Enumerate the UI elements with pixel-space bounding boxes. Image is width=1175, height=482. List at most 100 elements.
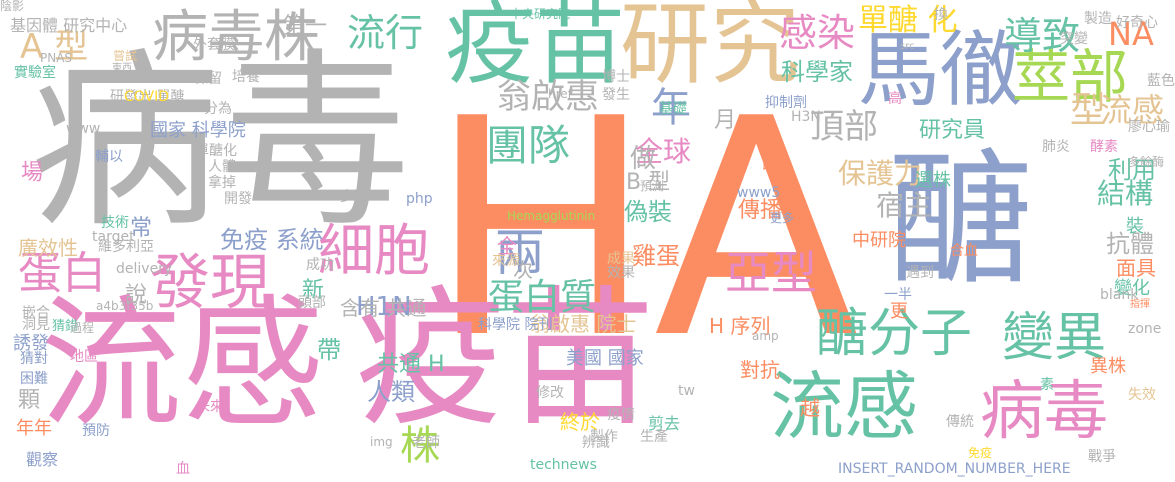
- cloud-word: 常: [130, 216, 153, 241]
- cloud-word: 雞蛋: [632, 242, 680, 270]
- cloud-word: 中研院: [852, 230, 906, 251]
- cloud-word: 株: [400, 423, 440, 469]
- cloud-word: 好奇心: [1116, 15, 1158, 31]
- cloud-word: 傳播: [738, 198, 783, 223]
- cloud-word: 研發出 單醣: [110, 89, 185, 105]
- cloud-word: 抗體: [1106, 230, 1154, 258]
- cloud-word: H 序列: [709, 314, 771, 338]
- cloud-word: 觀察: [26, 450, 59, 469]
- cloud-word: 蛋白: [18, 248, 106, 299]
- cloud-word: 過程: [70, 321, 95, 335]
- cloud-word: src: [900, 41, 915, 52]
- cloud-word: www5: [737, 185, 781, 201]
- cloud-word: 傳統: [946, 414, 974, 430]
- cloud-word: 全球: [635, 135, 692, 168]
- cloud-word: INSERT_RANDOM_NUMBER_HERE: [838, 461, 1071, 477]
- cloud-word: 翁啟惠 院士: [530, 312, 637, 336]
- cloud-word: 步驟: [340, 189, 368, 205]
- cloud-word: 偽裝: [624, 198, 672, 226]
- cloud-word: 第一: [283, 14, 328, 39]
- cloud-word: 單醣 化: [858, 3, 958, 38]
- cloud-word: 保留: [194, 71, 222, 87]
- cloud-word: 細胞: [318, 219, 430, 284]
- cloud-word: 美國 國家: [566, 348, 644, 369]
- cloud-word: 帶: [317, 336, 341, 364]
- cloud-word: 洞見: [22, 317, 50, 333]
- cloud-word: 年: [651, 85, 691, 131]
- cloud-word: 科學家: [781, 58, 853, 86]
- cloud-word: 流感: [40, 282, 324, 447]
- cloud-word: 顆: [18, 388, 41, 413]
- cloud-word: 技術: [101, 215, 129, 231]
- cloud-word: 發生: [602, 87, 630, 103]
- cloud-word: 場: [17, 160, 42, 182]
- cloud-word: 病毒: [30, 32, 411, 253]
- cloud-word: 中央研究院: [510, 7, 571, 21]
- cloud-word: 博士: [602, 69, 630, 85]
- cloud-word: href: [548, 87, 572, 101]
- cloud-word: 病毒株: [152, 5, 320, 70]
- cloud-word: 兩: [495, 224, 545, 282]
- cloud-word: 修改: [536, 385, 564, 401]
- cloud-word: 流行: [347, 11, 424, 55]
- cloud-word: 更: [890, 301, 908, 322]
- cloud-word: 保護力: [838, 157, 923, 190]
- cloud-word: 病毒: [980, 375, 1108, 449]
- cloud-word: 失效: [1128, 387, 1156, 403]
- cloud-word: 醣: [888, 136, 1033, 305]
- cloud-word: a4b3f35b: [96, 299, 154, 313]
- cloud-word: 藍色: [1147, 73, 1175, 89]
- cloud-word: 說: [125, 283, 148, 308]
- cloud-word: 實驗室: [14, 65, 56, 81]
- cloud-word: 宿主: [876, 189, 933, 222]
- cloud-word: 對抗: [740, 358, 780, 382]
- cloud-word: 頂部: [810, 107, 878, 147]
- cloud-word: 人類: [367, 378, 415, 406]
- cloud-word: 換: [934, 7, 948, 23]
- cloud-word: 做: [630, 144, 657, 174]
- cloud-word: 莖部: [1012, 43, 1129, 111]
- cloud-word: 研究: [620, 0, 800, 97]
- cloud-word: 導致: [1004, 14, 1081, 58]
- cloud-word: 剪去: [648, 414, 681, 433]
- cloud-word: php: [406, 191, 433, 207]
- cloud-word: 免疫: [968, 446, 993, 460]
- cloud-word: 地區: [70, 349, 98, 365]
- cloud-word: 全: [497, 234, 517, 258]
- cloud-word: 研究員: [919, 118, 986, 143]
- cloud-word: www: [66, 121, 101, 137]
- cloud-word: A 型: [20, 27, 89, 67]
- cloud-word: 基礎: [659, 101, 687, 117]
- cloud-word: 血: [176, 461, 190, 477]
- cloud-word: 流感: [770, 364, 918, 450]
- cloud-word: 一半: [884, 287, 912, 303]
- cloud-word: B 型: [626, 170, 671, 195]
- cloud-word: 未來: [196, 399, 224, 415]
- cloud-word: H1N: [356, 292, 412, 322]
- cloud-word: 廣效性: [18, 236, 78, 260]
- cloud-word: 合血: [950, 243, 978, 259]
- cloud-word: Hemagglutinin: [507, 209, 596, 223]
- cloud-word: 蛋白質: [488, 277, 597, 318]
- cloud-word: 流感: [1100, 91, 1165, 129]
- cloud-word: 指揮: [1130, 299, 1150, 310]
- cloud-word: 預防: [82, 423, 110, 439]
- cloud-word: 酵素: [1090, 139, 1118, 155]
- cloud-word: NA: [1108, 15, 1154, 53]
- cloud-word: 含有 共通: [340, 296, 427, 320]
- cloud-word: 異株: [1090, 356, 1126, 377]
- cloud-word: 預測: [640, 179, 665, 193]
- cloud-word: 年年: [16, 418, 52, 439]
- cloud-word: 共通 H: [377, 352, 445, 377]
- cloud-word: 裝: [1126, 216, 1144, 237]
- cloud-word: 即可: [762, 157, 790, 173]
- cloud-word: 次: [513, 258, 533, 282]
- cloud-word: 困難: [20, 371, 48, 387]
- cloud-word: 開發: [224, 191, 252, 207]
- cloud-word: 單醣化: [195, 143, 237, 159]
- cloud-word: 拿掉: [208, 175, 236, 191]
- cloud-word: 製造: [1084, 11, 1112, 27]
- cloud-word: 生產: [640, 429, 668, 445]
- cloud-word: 誘發: [13, 333, 49, 354]
- cloud-word: 老師: [412, 435, 440, 451]
